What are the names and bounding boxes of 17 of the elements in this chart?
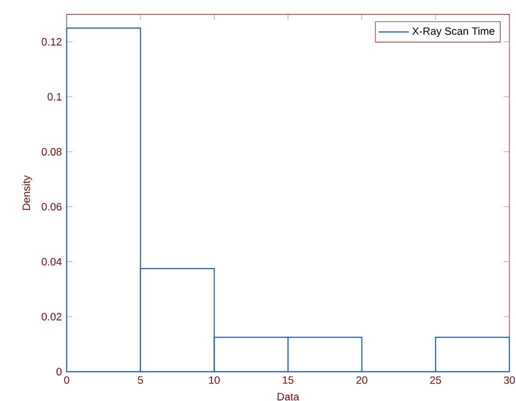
x-tick-label: 30 <box>504 376 515 384</box>
y-tick-label: 0.06 <box>42 202 62 211</box>
x-tick-label: 20 <box>356 376 368 384</box>
y-tick-label: 0.04 <box>42 258 62 266</box>
y-axis-title: Density <box>22 175 32 210</box>
x-tick-label: 5 <box>138 376 143 384</box>
y-tick-label: 0.08 <box>42 148 62 156</box>
x-tick-label: 25 <box>430 376 442 384</box>
y-tick-label: 0.1 <box>48 93 62 101</box>
x-tick-label: 15 <box>282 376 294 384</box>
y-tick-label: 0.02 <box>42 312 62 320</box>
legend-label: X-Ray Scan Time <box>412 27 494 37</box>
y-tick-label: 0.12 <box>42 38 62 46</box>
x-tick-label: 0 <box>64 376 70 384</box>
y-tick-label: 0 <box>56 368 62 376</box>
x-axis-title: Data <box>278 393 300 400</box>
x-tick-label: 10 <box>209 376 220 384</box>
